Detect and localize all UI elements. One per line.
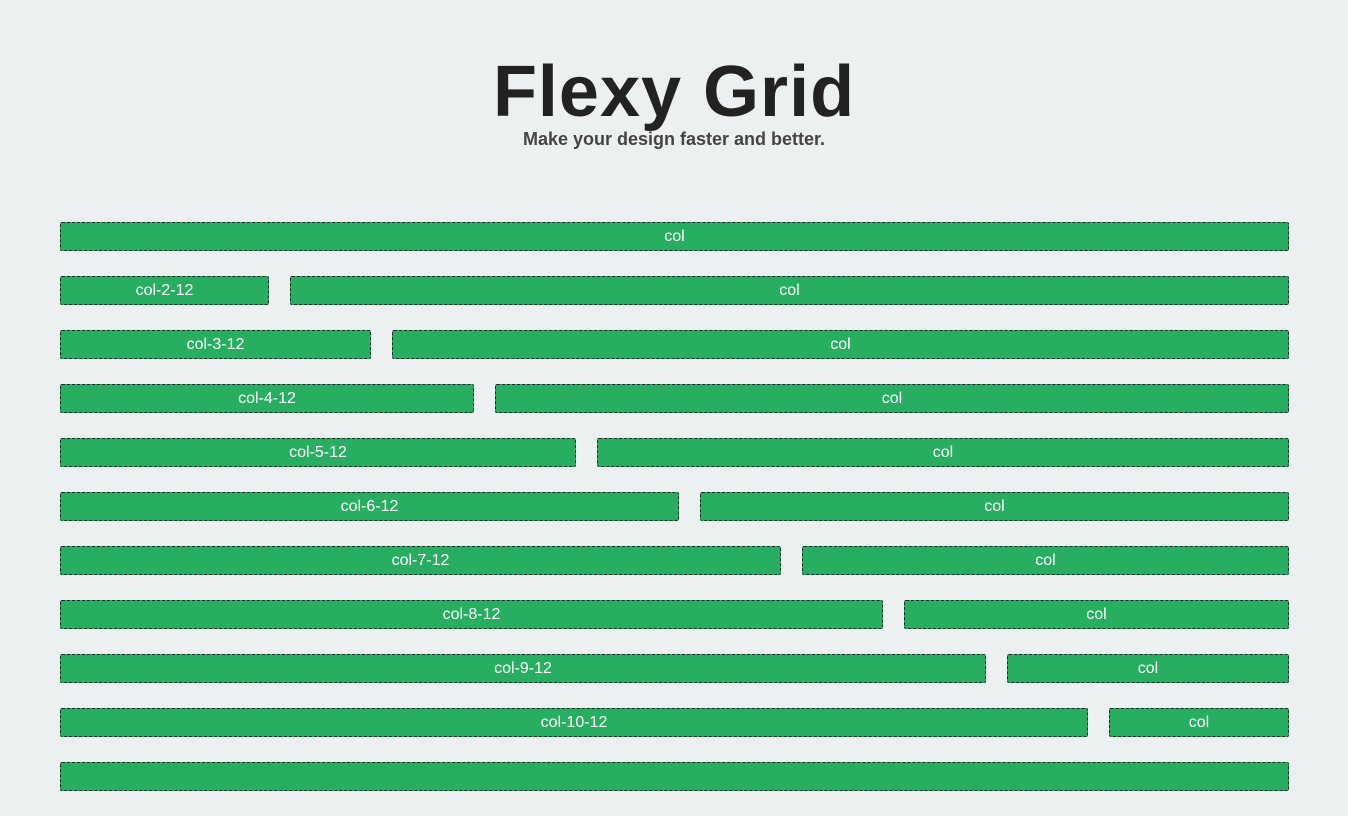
grid-row: col-10-12 col — [60, 708, 1289, 737]
grid-cell-col-2-12: col-2-12 — [60, 276, 269, 305]
demo-grid: col col-2-12 col col-3-12 col col-4-12 c… — [60, 222, 1289, 816]
grid-cell-col: col — [1007, 654, 1289, 683]
grid-cell-col: col — [597, 438, 1289, 467]
grid-row: col-4-12 col — [60, 384, 1289, 413]
grid-row: col-3-12 col — [60, 330, 1289, 359]
grid-row: col-9-12 col — [60, 654, 1289, 683]
grid-cell-partial — [60, 762, 1289, 791]
page-title: Flexy Grid — [492, 52, 856, 132]
grid-cell-col-8-12: col-8-12 — [60, 600, 883, 629]
grid-cell-col-10-12: col-10-12 — [60, 708, 1088, 737]
grid-cell-col: col — [495, 384, 1289, 413]
page-subtitle: Make your design faster and better. — [522, 129, 826, 149]
grid-cell-col: col — [60, 222, 1289, 251]
grid-row: col-7-12 col — [60, 546, 1289, 575]
grid-row: col-2-12 col — [60, 276, 1289, 305]
grid-cell-col: col — [700, 492, 1289, 521]
grid-cell-col-5-12: col-5-12 — [60, 438, 576, 467]
grid-cell-col: col — [802, 546, 1289, 575]
grid-cell-col: col — [1109, 708, 1289, 737]
grid-cell-col: col — [290, 276, 1289, 305]
grid-cell-col-3-12: col-3-12 — [60, 330, 371, 359]
grid-row: col-8-12 col — [60, 600, 1289, 629]
grid-cell-col: col — [904, 600, 1289, 629]
grid-row: col — [60, 222, 1289, 251]
grid-cell-col-4-12: col-4-12 — [60, 384, 474, 413]
grid-row — [60, 762, 1289, 791]
grid-cell-col-7-12: col-7-12 — [60, 546, 781, 575]
grid-cell-col-6-12: col-6-12 — [60, 492, 679, 521]
grid-cell-col: col — [392, 330, 1289, 359]
grid-row: col-5-12 col — [60, 438, 1289, 467]
grid-row: col-6-12 col — [60, 492, 1289, 521]
grid-cell-col-9-12: col-9-12 — [60, 654, 986, 683]
